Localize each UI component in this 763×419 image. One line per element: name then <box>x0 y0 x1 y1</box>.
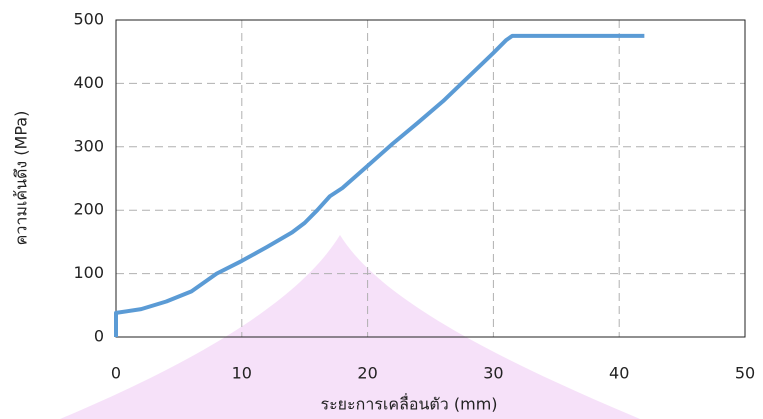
x-tick-label: 10 <box>232 364 252 383</box>
watermark <box>60 235 640 419</box>
y-tick-label: 0 <box>94 327 104 346</box>
x-tick-label: 0 <box>111 364 121 383</box>
x-axis-label: ระยะการเคลื่อนตัว (mm) <box>320 393 497 414</box>
y-tick-label: 100 <box>73 263 104 282</box>
y-tick-label: 500 <box>73 10 104 29</box>
x-tick-label: 40 <box>609 364 629 383</box>
y-tick-label: 300 <box>73 136 104 155</box>
x-tick-label: 50 <box>735 364 755 383</box>
plot-frame <box>115 19 746 338</box>
watermark-shape <box>60 235 640 419</box>
y-tick-label: 200 <box>73 200 104 219</box>
x-tick-label: 20 <box>357 364 377 383</box>
y-axis-label: ความเค้นดึง (MPa) <box>12 111 31 246</box>
x-tick-label: 30 <box>483 364 503 383</box>
data-line <box>114 33 645 337</box>
y-tick-label: 400 <box>73 73 104 92</box>
